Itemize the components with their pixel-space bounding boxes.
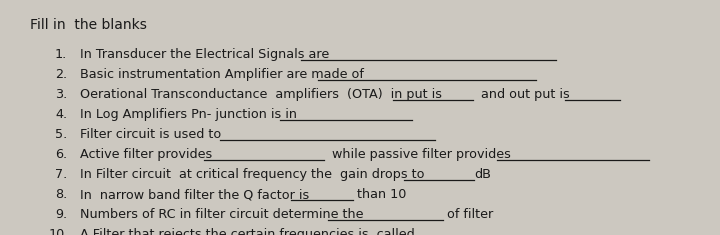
Text: Numbers of RC in filter circuit determine the: Numbers of RC in filter circuit determin…	[80, 208, 367, 221]
Text: A Filter that rejects the certain frequencies is  called: A Filter that rejects the certain freque…	[80, 228, 419, 235]
Text: In Filter circuit  at critical frequency the  gain drops to: In Filter circuit at critical frequency …	[80, 168, 428, 181]
Text: of filter: of filter	[444, 208, 494, 221]
Text: dB: dB	[474, 168, 491, 181]
Text: In Transducer the Electrical Signals are: In Transducer the Electrical Signals are	[80, 48, 333, 61]
Text: 6.: 6.	[55, 148, 67, 161]
Text: In Log Amplifiers Pn- junction is in: In Log Amplifiers Pn- junction is in	[80, 108, 301, 121]
Text: In  narrow band filter the Q factor is: In narrow band filter the Q factor is	[80, 188, 313, 201]
Text: 2.: 2.	[55, 68, 67, 81]
Text: 9.: 9.	[55, 208, 67, 221]
Text: Fill in  the blanks: Fill in the blanks	[30, 18, 147, 32]
Text: Oerational Transconductance  amplifiers  (OTA)  in put is: Oerational Transconductance amplifiers (…	[80, 88, 446, 101]
Text: 3.: 3.	[55, 88, 67, 101]
Text: 5.: 5.	[55, 128, 67, 141]
Text: 10.: 10.	[49, 228, 69, 235]
Text: than 10: than 10	[353, 188, 406, 201]
Text: 7.: 7.	[55, 168, 67, 181]
Text: while passive filter provides: while passive filter provides	[324, 148, 515, 161]
Text: Filter circuit is used to: Filter circuit is used to	[80, 128, 225, 141]
Text: 4.: 4.	[55, 108, 67, 121]
Text: Basic instrumentation Amplifier are made of: Basic instrumentation Amplifier are made…	[80, 68, 368, 81]
Text: 1.: 1.	[55, 48, 67, 61]
Text: and out put is: and out put is	[473, 88, 574, 101]
Text: 8.: 8.	[55, 188, 67, 201]
Text: Active filter provides: Active filter provides	[80, 148, 216, 161]
